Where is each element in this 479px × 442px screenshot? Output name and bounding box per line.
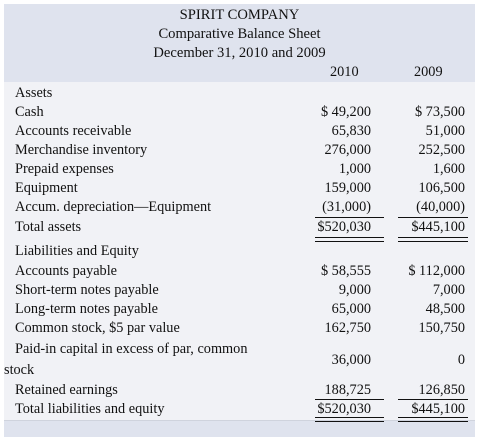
table-row: Retained earnings 188,725 126,850 — [4, 382, 475, 401]
row-label: Short-term notes payable — [15, 282, 159, 298]
table-row: Cash $ 49,200 $ 73,500 — [4, 104, 475, 123]
row-label: Accounts receivable — [15, 123, 132, 139]
row-label-wrapped: Paid-in capital in excess of par, common… — [4, 340, 248, 378]
double-underline-2009 — [398, 417, 468, 422]
balance-sheet: SPIRIT COMPANY Comparative Balance Sheet… — [4, 4, 475, 437]
subtotal-rule-2009 — [398, 217, 468, 218]
row-label: Common stock, $5 par value — [15, 320, 180, 336]
table-row: Paid-in capital in excess of par, common… — [4, 340, 475, 382]
row-label: Liabilities and Equity — [15, 243, 139, 259]
column-header-2010: 2010 — [330, 64, 359, 80]
row-label: Accum. depreciation—Equipment — [15, 199, 212, 215]
table-row: Merchandise inventory 276,000 252,500 — [4, 142, 475, 161]
subtotal-rule-2010 — [315, 217, 384, 218]
table-row: Long-term notes payable 65,000 48,500 — [4, 301, 475, 320]
statement-body: Assets Cash $ 49,200 $ 73,500 Accounts r… — [4, 82, 475, 422]
statement-title: Comparative Balance Sheet — [158, 26, 321, 42]
table-row: Equipment 159,000 106,500 — [4, 180, 475, 199]
row-label: Total liabilities and equity — [15, 401, 165, 417]
row-label: Merchandise inventory — [15, 142, 148, 158]
section-heading-assets: Assets — [4, 85, 475, 104]
value-2009: (40,000) — [416, 199, 465, 215]
value-2010: 188,725 — [324, 382, 371, 398]
value-2009: 0 — [457, 352, 465, 368]
table-row: Accum. depreciation—Equipment (31,000) (… — [4, 199, 475, 218]
section-heading-liabilities: Liabilities and Equity — [4, 243, 475, 262]
table-row: Accounts receivable 65,830 51,000 — [4, 123, 475, 142]
row-label: Paid-in capital in excess of par, common — [15, 341, 248, 357]
row-label: Cash — [15, 104, 44, 120]
value-2009: 7,000 — [432, 282, 465, 298]
value-2009: 106,500 — [418, 180, 465, 196]
value-2010: $520,030 — [317, 401, 371, 417]
value-2010: 65,830 — [331, 123, 371, 139]
row-label: Equipment — [15, 180, 78, 196]
value-2010: (31,000) — [322, 199, 371, 215]
column-header-2009: 2009 — [414, 64, 443, 80]
row-label: Retained earnings — [15, 382, 118, 398]
table-row: Accounts payable $ 58,555 $ 112,000 — [4, 263, 475, 282]
value-2010: 65,000 — [331, 301, 371, 317]
table-row: Prepaid expenses 1,000 1,600 — [4, 161, 475, 180]
value-2009: 48,500 — [425, 301, 465, 317]
value-2009: $445,100 — [411, 219, 465, 235]
value-2010: 36,000 — [331, 352, 371, 368]
value-2010: $520,030 — [317, 219, 371, 235]
value-2009: 126,850 — [418, 382, 465, 398]
total-row: Total liabilities and equity $520,030 $4… — [4, 401, 475, 420]
double-underline-2009 — [398, 237, 468, 242]
column-headers: 2010 2009 — [4, 62, 475, 82]
statement-period: December 31, 2010 and 2009 — [153, 45, 326, 61]
row-label: Accounts payable — [15, 263, 118, 279]
value-2009: 252,500 — [418, 142, 465, 158]
double-underline-2010 — [315, 237, 384, 242]
row-label-continued: stock — [4, 362, 35, 378]
statement-header: SPIRIT COMPANY Comparative Balance Sheet… — [4, 4, 475, 62]
company-name: SPIRIT COMPANY — [179, 7, 300, 23]
subtotal-rule-2009 — [398, 399, 468, 400]
row-label: Prepaid expenses — [15, 161, 114, 177]
value-2010: $ 58,555 — [320, 263, 371, 279]
subtotal-rule-2010 — [315, 399, 384, 400]
value-2009: $ 112,000 — [408, 263, 465, 279]
value-2009: 51,000 — [425, 123, 465, 139]
value-2010: 1,000 — [338, 161, 371, 177]
value-2009: $445,100 — [411, 401, 465, 417]
value-2010: 276,000 — [324, 142, 371, 158]
row-label: Total assets — [15, 219, 82, 235]
value-2009: 150,750 — [418, 320, 465, 336]
row-label: Long-term notes payable — [15, 301, 158, 317]
value-2010: 9,000 — [338, 282, 371, 298]
value-2009: $ 73,500 — [414, 104, 465, 120]
value-2010: 162,750 — [324, 320, 371, 336]
double-underline-2010 — [315, 417, 384, 422]
value-2010: $ 49,200 — [320, 104, 371, 120]
value-2009: 1,600 — [432, 161, 465, 177]
value-2010: 159,000 — [324, 180, 371, 196]
table-row: Short-term notes payable 9,000 7,000 — [4, 282, 475, 301]
total-row: Total assets $520,030 $445,100 — [4, 219, 475, 238]
row-label: Assets — [15, 85, 53, 101]
table-row: Common stock, $5 par value 162,750 150,7… — [4, 320, 475, 339]
footer-band — [4, 421, 475, 437]
